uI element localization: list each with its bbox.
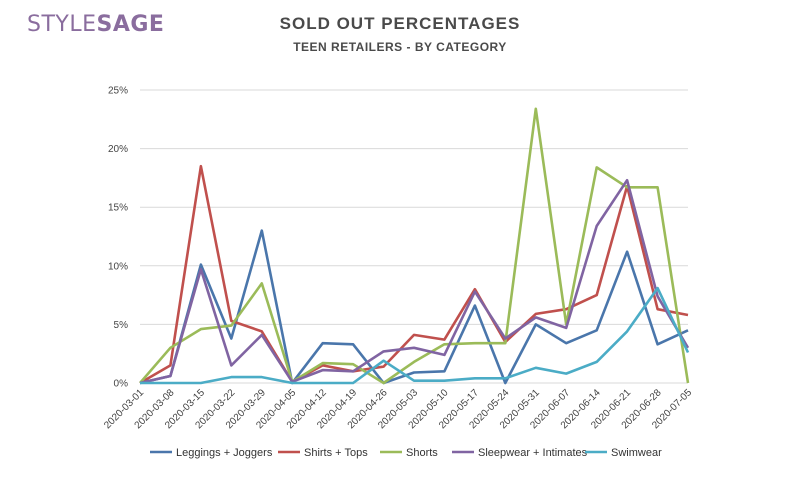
legend: Leggings + Joggers Shirts + Tops Shorts Sle… bbox=[150, 447, 662, 459]
logo-part-style: STYLE bbox=[27, 12, 97, 37]
y-tick-label: 25% bbox=[108, 86, 128, 97]
series-lines bbox=[139, 107, 690, 385]
brand-logo: STYLESAGE bbox=[27, 12, 164, 37]
gridlines bbox=[140, 89, 688, 384]
legend-label: Sleepwear + Intimates bbox=[478, 447, 588, 459]
series-line bbox=[140, 286, 690, 385]
legend-label: Shorts bbox=[406, 447, 438, 459]
y-tick-label: 0% bbox=[114, 379, 129, 390]
y-tick-label: 5% bbox=[114, 320, 129, 331]
y-axis-ticks: 0% 5% 10% 15% 20% 25% bbox=[108, 86, 128, 390]
y-tick-label: 10% bbox=[108, 261, 128, 272]
series-line bbox=[139, 107, 690, 385]
legend-label: Leggings + Joggers bbox=[176, 447, 273, 459]
chart-title: SOLD OUT PERCENTAGES bbox=[279, 14, 521, 33]
y-tick-label: 20% bbox=[108, 144, 128, 155]
series-line bbox=[139, 164, 689, 385]
legend-label: Shirts + Tops bbox=[304, 447, 368, 459]
logo-part-sage: SAGE bbox=[96, 12, 165, 37]
x-axis-ticks: 2020-03-012020-03-082020-03-152020-03-22… bbox=[102, 387, 694, 431]
series-line bbox=[139, 229, 689, 385]
chart-subtitle: TEEN RETAILERS - BY CATEGORY bbox=[293, 40, 507, 54]
legend-label: Swimwear bbox=[611, 447, 662, 459]
y-tick-label: 15% bbox=[108, 203, 128, 214]
series-line bbox=[139, 178, 690, 385]
